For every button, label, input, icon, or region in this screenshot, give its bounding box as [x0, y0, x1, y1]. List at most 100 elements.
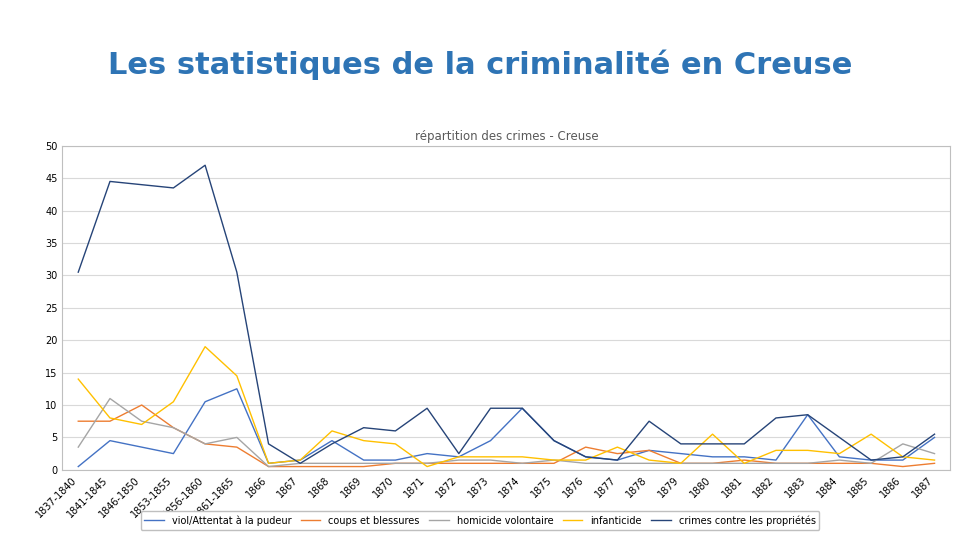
crimes contre les propriétés	[738, 441, 750, 447]
Legend: viol/Attentat à la pudeur, coups et blessures, homicide volontaire, infanticide,: viol/Attentat à la pudeur, coups et bles…	[140, 511, 820, 530]
crimes contre les propriétés	[421, 405, 433, 411]
coups et blessures	[643, 447, 655, 454]
Title: répartition des crimes - Creuse: répartition des crimes - Creuse	[415, 130, 598, 143]
infanticide	[707, 431, 718, 437]
crimes contre les propriétés	[516, 405, 528, 411]
infanticide	[358, 437, 370, 444]
homicide volontaire	[833, 457, 845, 463]
infanticide	[326, 428, 338, 434]
infanticide	[516, 454, 528, 460]
coups et blessures	[612, 450, 623, 457]
viol/Attentat à la pudeur	[295, 457, 306, 463]
infanticide	[865, 431, 876, 437]
Line: coups et blessures: coups et blessures	[79, 405, 934, 467]
viol/Attentat à la pudeur	[390, 457, 401, 463]
infanticide	[833, 450, 845, 457]
viol/Attentat à la pudeur	[548, 437, 560, 444]
viol/Attentat à la pudeur	[707, 454, 718, 460]
viol/Attentat à la pudeur	[231, 386, 243, 392]
infanticide	[897, 454, 908, 460]
crimes contre les propriétés	[643, 418, 655, 424]
homicide volontaire	[548, 457, 560, 463]
homicide volontaire	[136, 418, 148, 424]
crimes contre les propriétés	[231, 269, 243, 275]
crimes contre les propriétés	[326, 441, 338, 447]
crimes contre les propriétés	[802, 411, 813, 418]
homicide volontaire	[770, 460, 781, 467]
viol/Attentat à la pudeur	[358, 457, 370, 463]
infanticide	[231, 373, 243, 379]
infanticide	[643, 457, 655, 463]
homicide volontaire	[326, 460, 338, 467]
infanticide	[612, 444, 623, 450]
crimes contre les propriétés	[295, 460, 306, 467]
coups et blessures	[580, 444, 591, 450]
coups et blessures	[200, 441, 211, 447]
coups et blessures	[865, 460, 876, 467]
homicide volontaire	[928, 450, 940, 457]
homicide volontaire	[485, 457, 496, 463]
viol/Attentat à la pudeur	[516, 405, 528, 411]
coups et blessures	[105, 418, 116, 424]
crimes contre les propriétés	[548, 437, 560, 444]
coups et blessures	[548, 460, 560, 467]
infanticide	[675, 460, 686, 467]
coups et blessures	[73, 418, 84, 424]
viol/Attentat à la pudeur	[421, 450, 433, 457]
viol/Attentat à la pudeur	[833, 454, 845, 460]
infanticide	[105, 415, 116, 421]
coups et blessures	[516, 460, 528, 467]
coups et blessures	[833, 460, 845, 467]
viol/Attentat à la pudeur	[200, 399, 211, 405]
coups et blessures	[231, 444, 243, 450]
crimes contre les propriétés	[928, 431, 940, 437]
coups et blessures	[738, 457, 750, 463]
viol/Attentat à la pudeur	[675, 450, 686, 457]
crimes contre les propriétés	[390, 428, 401, 434]
infanticide	[802, 447, 813, 454]
infanticide	[738, 460, 750, 467]
infanticide	[73, 376, 84, 382]
crimes contre les propriétés	[865, 457, 876, 463]
Line: infanticide: infanticide	[79, 347, 934, 467]
homicide volontaire	[707, 460, 718, 467]
infanticide	[263, 460, 275, 467]
infanticide	[295, 457, 306, 463]
viol/Attentat à la pudeur	[897, 457, 908, 463]
homicide volontaire	[738, 460, 750, 467]
infanticide	[580, 457, 591, 463]
coups et blessures	[390, 460, 401, 467]
infanticide	[421, 463, 433, 470]
coups et blessures	[928, 460, 940, 467]
coups et blessures	[358, 463, 370, 470]
homicide volontaire	[516, 460, 528, 467]
crimes contre les propriétés	[770, 415, 781, 421]
homicide volontaire	[453, 457, 465, 463]
crimes contre les propriétés	[707, 441, 718, 447]
viol/Attentat à la pudeur	[453, 454, 465, 460]
homicide volontaire	[295, 460, 306, 467]
infanticide	[770, 447, 781, 454]
infanticide	[168, 399, 180, 405]
homicide volontaire	[105, 395, 116, 402]
infanticide	[928, 457, 940, 463]
homicide volontaire	[231, 434, 243, 441]
coups et blessures	[707, 460, 718, 467]
coups et blessures	[675, 460, 686, 467]
Line: crimes contre les propriétés: crimes contre les propriétés	[79, 165, 934, 463]
coups et blessures	[770, 460, 781, 467]
homicide volontaire	[421, 460, 433, 467]
crimes contre les propriétés	[453, 450, 465, 457]
homicide volontaire	[168, 424, 180, 431]
coups et blessures	[326, 463, 338, 470]
viol/Attentat à la pudeur	[263, 460, 275, 467]
viol/Attentat à la pudeur	[136, 444, 148, 450]
coups et blessures	[168, 424, 180, 431]
Text: Les statistiques de la criminalité en Creuse: Les statistiques de la criminalité en Cr…	[108, 50, 852, 80]
viol/Attentat à la pudeur	[580, 454, 591, 460]
viol/Attentat à la pudeur	[73, 463, 84, 470]
crimes contre les propriétés	[168, 185, 180, 191]
crimes contre les propriétés	[358, 424, 370, 431]
homicide volontaire	[802, 460, 813, 467]
infanticide	[136, 421, 148, 428]
